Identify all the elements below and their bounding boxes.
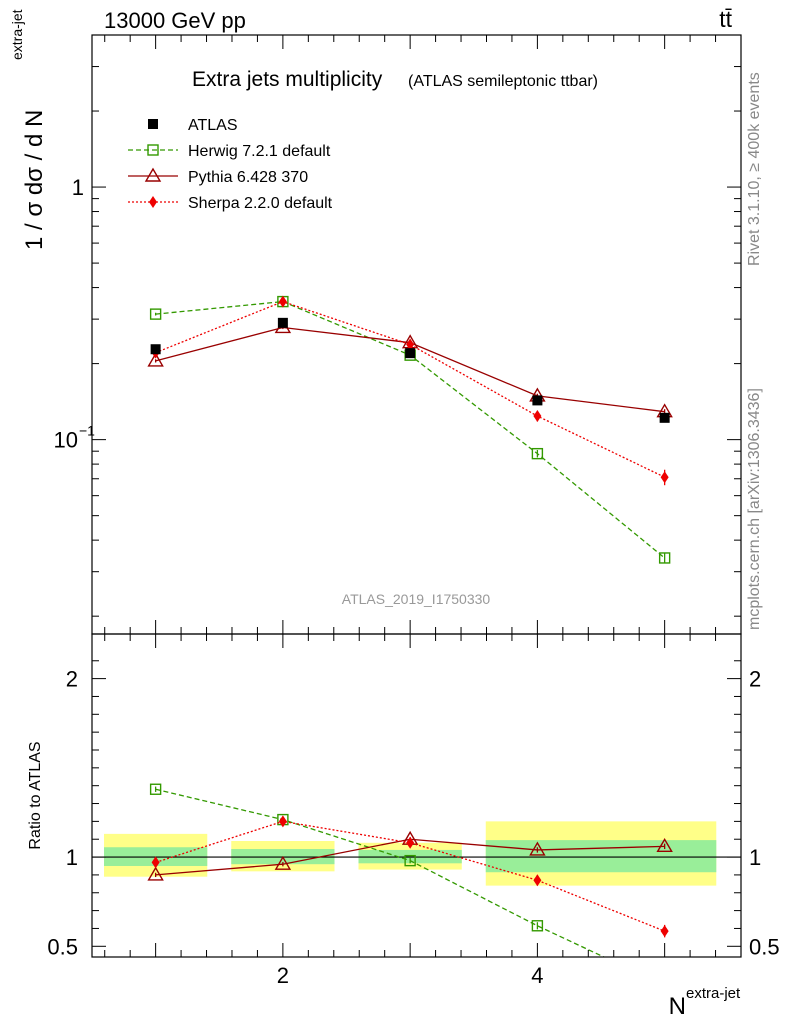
chart-title: Extra jets multiplicity [192, 68, 383, 91]
ratio-ytick-label-1: 1 [66, 845, 78, 870]
ratio-ytick-label-right-2: 2 [749, 667, 761, 692]
ratio-point-herwig [531, 920, 544, 932]
ratio-point-sherpa [278, 815, 287, 828]
ratio-xlabel: N [669, 993, 686, 1020]
ratio-point-herwig [404, 854, 416, 867]
legend-label-herwig: Herwig 7.2.1 default [188, 143, 331, 160]
legend-marker-atlas [148, 119, 158, 129]
main-point-pythia [147, 352, 164, 367]
ratio-xlabel-superscript: extra-jet [686, 985, 741, 1002]
main-ytick-label-1: 1 [72, 175, 84, 200]
ratio-point-pythia [529, 841, 546, 856]
header-energy-label: 13000 GeV pp [104, 8, 246, 33]
main-ytick-label-exponent: −1 [79, 423, 95, 439]
main-point-herwig [149, 308, 162, 320]
main-point-atlas [405, 348, 416, 359]
ratio-line-sherpa [155, 820, 665, 932]
main-ytick-label-0.1: 10 [54, 428, 78, 453]
legend-marker-sherpa [149, 196, 157, 208]
ratio-ytick-label-right-0.5: 0.5 [749, 934, 780, 959]
analysis-watermark: ATLAS_2019_I1750330 [342, 591, 491, 607]
ratio-point-sherpa [660, 925, 669, 938]
ratio-point-sherpa [533, 874, 542, 887]
main-ylabel: 1 / σ dσ / d N [21, 110, 48, 250]
main-point-sherpa [278, 295, 287, 308]
ratio-point-herwig [149, 783, 162, 795]
ratio-ytick-label-2: 2 [66, 667, 78, 692]
ratio-ylabel: Ratio to ATLAS [27, 741, 44, 849]
ratio-point-pythia [656, 837, 673, 853]
main-point-sherpa [660, 471, 669, 484]
legend-label-sherpa: Sherpa 2.2.0 default [188, 195, 333, 212]
main-point-atlas [659, 412, 670, 423]
ratio-ytick-label-right-1: 1 [749, 845, 761, 870]
ratio-point-sherpa [151, 856, 160, 869]
xtick-label-2: 2 [277, 963, 289, 988]
main-point-herwig [531, 447, 544, 460]
legend-marker-herwig [147, 144, 159, 156]
ratio-panel-frame [91, 633, 742, 958]
main-point-atlas [150, 344, 161, 355]
main-point-atlas [532, 395, 543, 406]
ratio-band-inner-3 [485, 840, 717, 873]
main-ylabel-superscript: extra-jet [9, 9, 25, 60]
legend-label-atlas: ATLAS [188, 117, 238, 134]
legend-label-pythia: Pythia 6.428 370 [188, 169, 308, 186]
xtick-label-4: 4 [531, 963, 543, 988]
ratio-ytick-label-0.5: 0.5 [47, 934, 78, 959]
chart-subtitle: (ATLAS semileptonic ttbar) [408, 73, 598, 90]
ratio-point-pythia [274, 855, 292, 870]
main-point-sherpa [533, 410, 542, 423]
main-point-sherpa [406, 338, 415, 351]
main-point-herwig [658, 552, 671, 564]
ratio-point-pythia [147, 866, 164, 881]
main-point-atlas [277, 317, 288, 328]
legend-marker-pythia [144, 167, 162, 182]
main-line-sherpa [155, 300, 665, 478]
header-process-label: tt̄ [719, 6, 732, 32]
ratio-point-sherpa [406, 836, 415, 849]
